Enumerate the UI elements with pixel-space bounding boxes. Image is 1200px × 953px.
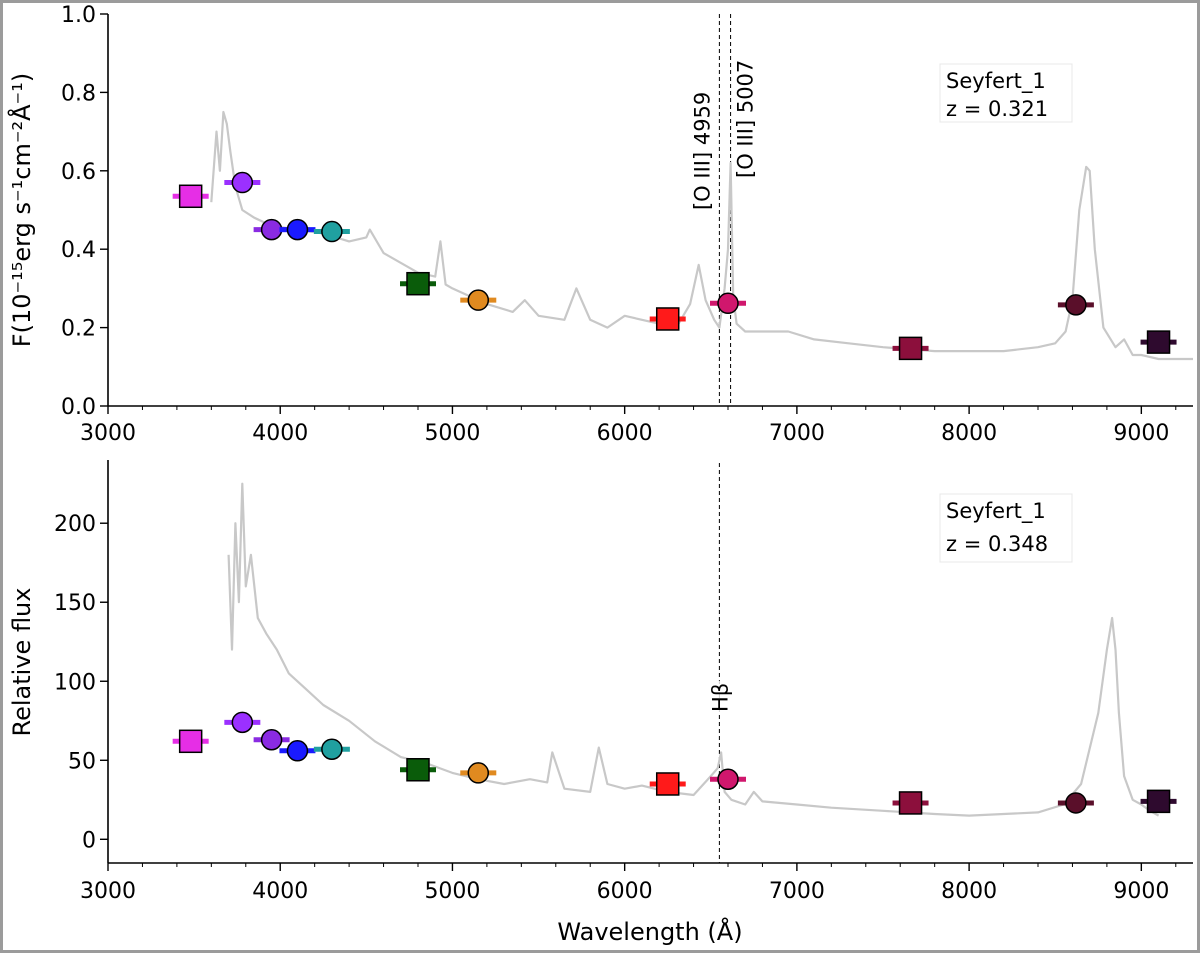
- bottom-x-tick-label: 9000: [1113, 879, 1169, 904]
- top-y-tick-label: 0.4: [61, 238, 96, 263]
- top-annotation-line2: z = 0.321: [946, 97, 1048, 121]
- top-line-label: [O III] 5007: [734, 60, 758, 178]
- bottom-photometry-square: [406, 758, 430, 782]
- bottom-photometry-circle: [1065, 792, 1087, 814]
- top-photometry-square: [178, 184, 203, 209]
- bottom-photometry-circle: [321, 738, 343, 760]
- bottom-photometry-circle: [286, 740, 309, 762]
- bottom-y-tick-label: 200: [54, 512, 96, 537]
- bottom-photometry-circle: [231, 711, 254, 734]
- bottom-x-tick-label: 3000: [80, 879, 136, 904]
- top-photometry-circle: [260, 218, 283, 241]
- top-vlines: [O III] 4959 [O III] 5007: [689, 14, 758, 406]
- bottom-spectrum: [227, 482, 1160, 817]
- bottom-photometry-square: [178, 729, 203, 754]
- top-photometry: [172, 171, 1177, 361]
- bottom-vlines: Hβ: [707, 463, 732, 863]
- bottom-photometry-circle: [467, 762, 490, 784]
- top-x-tick-label: 3000: [80, 421, 136, 446]
- bottom-x-tick-label: 7000: [769, 879, 825, 904]
- top-x-tick-label: 7000: [769, 421, 825, 446]
- bottom-photometry-circle: [260, 728, 283, 751]
- top-y-tick-label: 0.6: [61, 160, 96, 185]
- bottom-x-tick-label: 8000: [941, 879, 997, 904]
- top-annotation-box: [939, 63, 1073, 123]
- bottom-panel: 3000 4000 5000 6000 7000 8000 9000 0 50 100 150 200…: [8, 460, 1193, 946]
- top-y-tick-label: 0.0: [61, 395, 96, 420]
- top-y-axis-label: F(10⁻¹⁵erg s⁻¹cm⁻²Å⁻¹): [7, 73, 36, 347]
- bottom-ticks: 3000 4000 5000 6000 7000 8000 9000 0 50 100 150 200: [54, 512, 1177, 904]
- top-photometry-circle: [231, 171, 254, 194]
- top-y-tick-label: 0.2: [61, 317, 96, 342]
- bottom-x-tick-label: 6000: [597, 879, 653, 904]
- bottom-annotation-line2: z = 0.348: [946, 532, 1048, 556]
- top-line-label-bg: [732, 57, 757, 180]
- bottom-x-tick-label: 5000: [424, 879, 480, 904]
- bottom-y-axis-label: Relative flux: [8, 588, 36, 737]
- bottom-annotation-line1: Seyfert_1: [946, 499, 1046, 524]
- bottom-y-tick-label: 0: [82, 828, 96, 853]
- bottom-y-tick-label: 100: [54, 670, 96, 695]
- bottom-photometry-square: [898, 791, 923, 815]
- top-y-tick-label: 1.0: [61, 3, 96, 28]
- top-photometry-circle: [467, 289, 490, 311]
- top-x-tick-label: 6000: [597, 421, 653, 446]
- top-photometry-square: [655, 307, 680, 331]
- top-ticks: 3000 4000 5000 6000 7000 8000 9000 0.0 0.2 0.4 0.6…: [61, 3, 1177, 446]
- top-line-label: [O III] 4959: [690, 92, 714, 210]
- bottom-x-tick-label: 4000: [252, 879, 308, 904]
- top-x-tick-label: 5000: [424, 421, 480, 446]
- top-y-tick-label: 0.8: [61, 81, 96, 106]
- bottom-line-label-bg: [707, 680, 732, 714]
- bottom-photometry-square: [1146, 789, 1171, 814]
- top-photometry-circle: [321, 220, 343, 243]
- bottom-photometry-circle: [717, 768, 739, 790]
- top-x-tick-label: 8000: [941, 421, 997, 446]
- bottom-photometry: [172, 711, 1177, 815]
- bottom-photometry-square: [655, 772, 680, 796]
- top-photometry-circle: [286, 218, 309, 241]
- top-annotation-line1: Seyfert_1: [946, 69, 1046, 94]
- bottom-y-tick-label: 50: [68, 749, 96, 774]
- top-panel: 3000 4000 5000 6000 7000 8000 9000 0.0 0.2 0.4 0.6…: [7, 3, 1193, 446]
- top-line-label-bg: [689, 89, 714, 212]
- bottom-spectrum-line: [227, 482, 1160, 817]
- top-photometry-circle: [717, 292, 739, 315]
- top-photometry-square: [406, 271, 430, 296]
- top-photometry-circle: [1065, 294, 1087, 316]
- top-x-tick-label: 4000: [252, 421, 308, 446]
- bottom-y-tick-label: 150: [54, 591, 96, 616]
- top-photometry-square: [898, 336, 923, 361]
- top-x-tick-label: 9000: [1113, 421, 1169, 446]
- bottom-line-label: Hβ: [708, 683, 732, 712]
- top-photometry-square: [1146, 330, 1171, 354]
- bottom-x-axis-label: Wavelength (Å): [557, 917, 742, 946]
- bottom-annotation-box: [939, 493, 1073, 563]
